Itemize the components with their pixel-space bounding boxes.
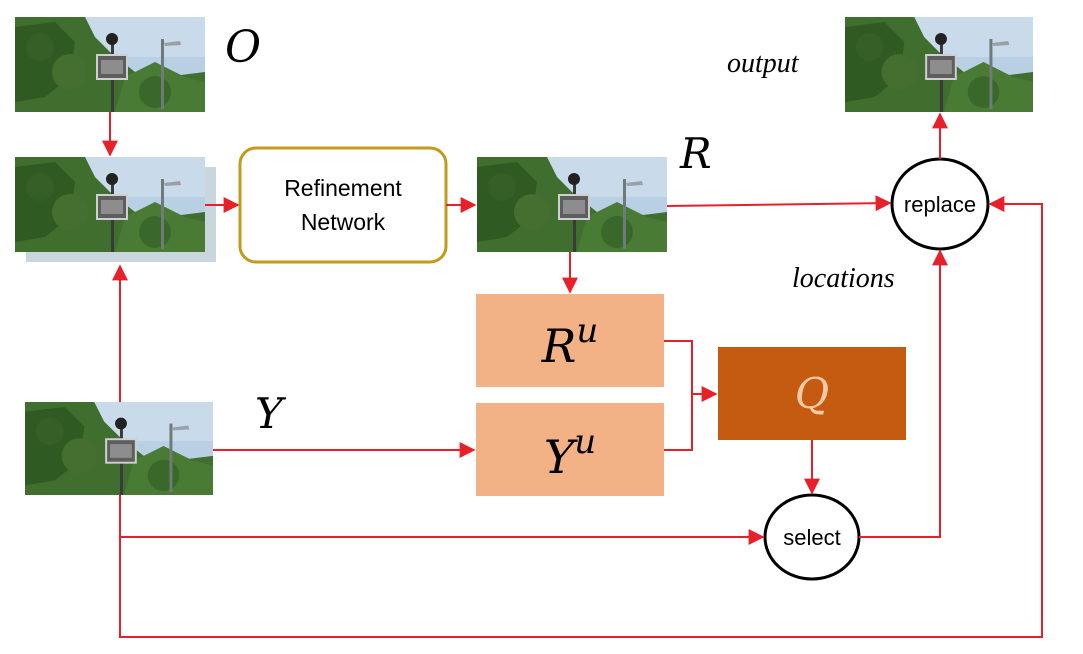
label-output: output (727, 48, 800, 79)
replace-node: replace (890, 157, 990, 251)
image-input-stack (15, 157, 216, 262)
street-scene-thumbnail-icon (845, 17, 1033, 112)
label-locations: locations (792, 263, 895, 294)
ru-base: R (541, 319, 577, 373)
label-R: R (679, 129, 712, 178)
arrow-select-to-replace (859, 249, 948, 538)
image-output (845, 17, 1033, 112)
svg-text:Yu: Yu (544, 422, 596, 484)
yu-base: Y (544, 430, 579, 484)
arrow-Y-to-select (119, 495, 765, 545)
select-label: select (783, 525, 840, 550)
street-scene-thumbnail-icon (477, 157, 667, 252)
line-Yu-to-Q (664, 394, 693, 451)
refinement-network-box: Refinement Network (238, 146, 448, 264)
yu-box: Yu (476, 403, 664, 496)
replace-label: replace (904, 192, 976, 217)
ru-sup: u (576, 311, 598, 351)
arrow-R-to-replace (666, 195, 892, 212)
image-R (477, 157, 667, 252)
street-scene-thumbnail-icon (15, 17, 205, 112)
refinement-label-line1: Refinement (284, 175, 402, 201)
yu-sup: u (574, 422, 596, 462)
street-scene-thumbnail-icon (15, 157, 205, 252)
street-scene-thumbnail-icon (25, 402, 213, 495)
label-O: O (225, 22, 261, 73)
arrow-Y-loop-to-replace (119, 196, 1043, 638)
select-node: select (763, 493, 861, 581)
ru-box: Ru (476, 294, 664, 387)
line-Ru-to-Q (664, 340, 693, 394)
image-O (15, 17, 205, 112)
image-Y (25, 402, 213, 495)
label-Y: Y (255, 389, 287, 438)
connections (102, 112, 1043, 638)
q-label: Q (795, 369, 829, 418)
refinement-label-line2: Network (301, 209, 386, 235)
q-box: Q (718, 347, 906, 440)
svg-text:Ru: Ru (541, 311, 599, 373)
